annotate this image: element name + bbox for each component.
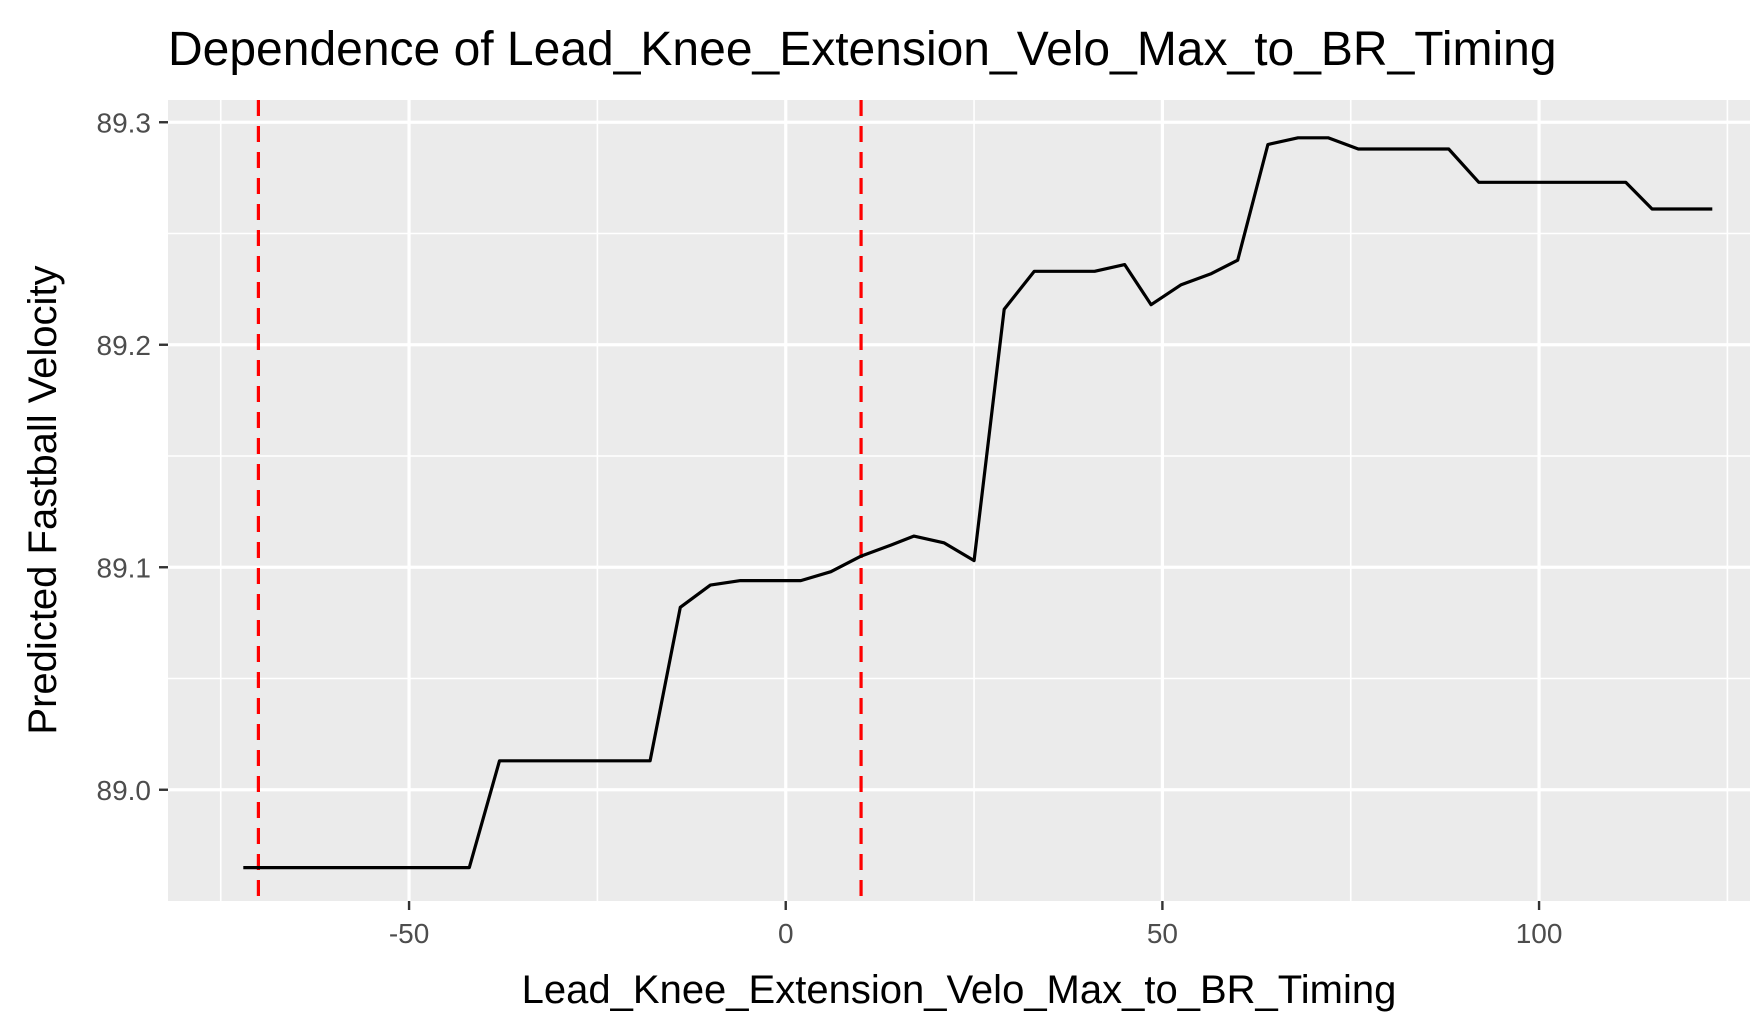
chart-title: Dependence of Lead_Knee_Extension_Velo_M… <box>168 23 1557 76</box>
series-line <box>243 136 1713 870</box>
x-axis-label: Lead_Knee_Extension_Velo_Max_to_BR_Timin… <box>522 968 1397 1012</box>
y-tick-label: 89.1 <box>97 552 152 583</box>
y-axis-ticks: 89.0 89.1 89.2 89.3 <box>97 107 168 806</box>
major-gridlines <box>168 100 1750 901</box>
y-axis-label: Predicted Fastball Velocity <box>21 265 65 734</box>
x-tick-label: 50 <box>1147 918 1178 949</box>
reference-lines <box>256 100 863 901</box>
x-axis-ticks: -50 0 50 100 <box>389 901 1563 949</box>
y-tick-label: 89.2 <box>97 330 152 361</box>
x-tick-label: -50 <box>389 918 429 949</box>
minor-gridlines <box>168 100 1750 901</box>
x-tick-label: 100 <box>1516 918 1563 949</box>
y-tick-label: 89.3 <box>97 107 152 138</box>
x-tick-label: 0 <box>778 918 794 949</box>
plot-panel <box>168 100 1750 901</box>
y-tick-label: 89.0 <box>97 775 152 806</box>
